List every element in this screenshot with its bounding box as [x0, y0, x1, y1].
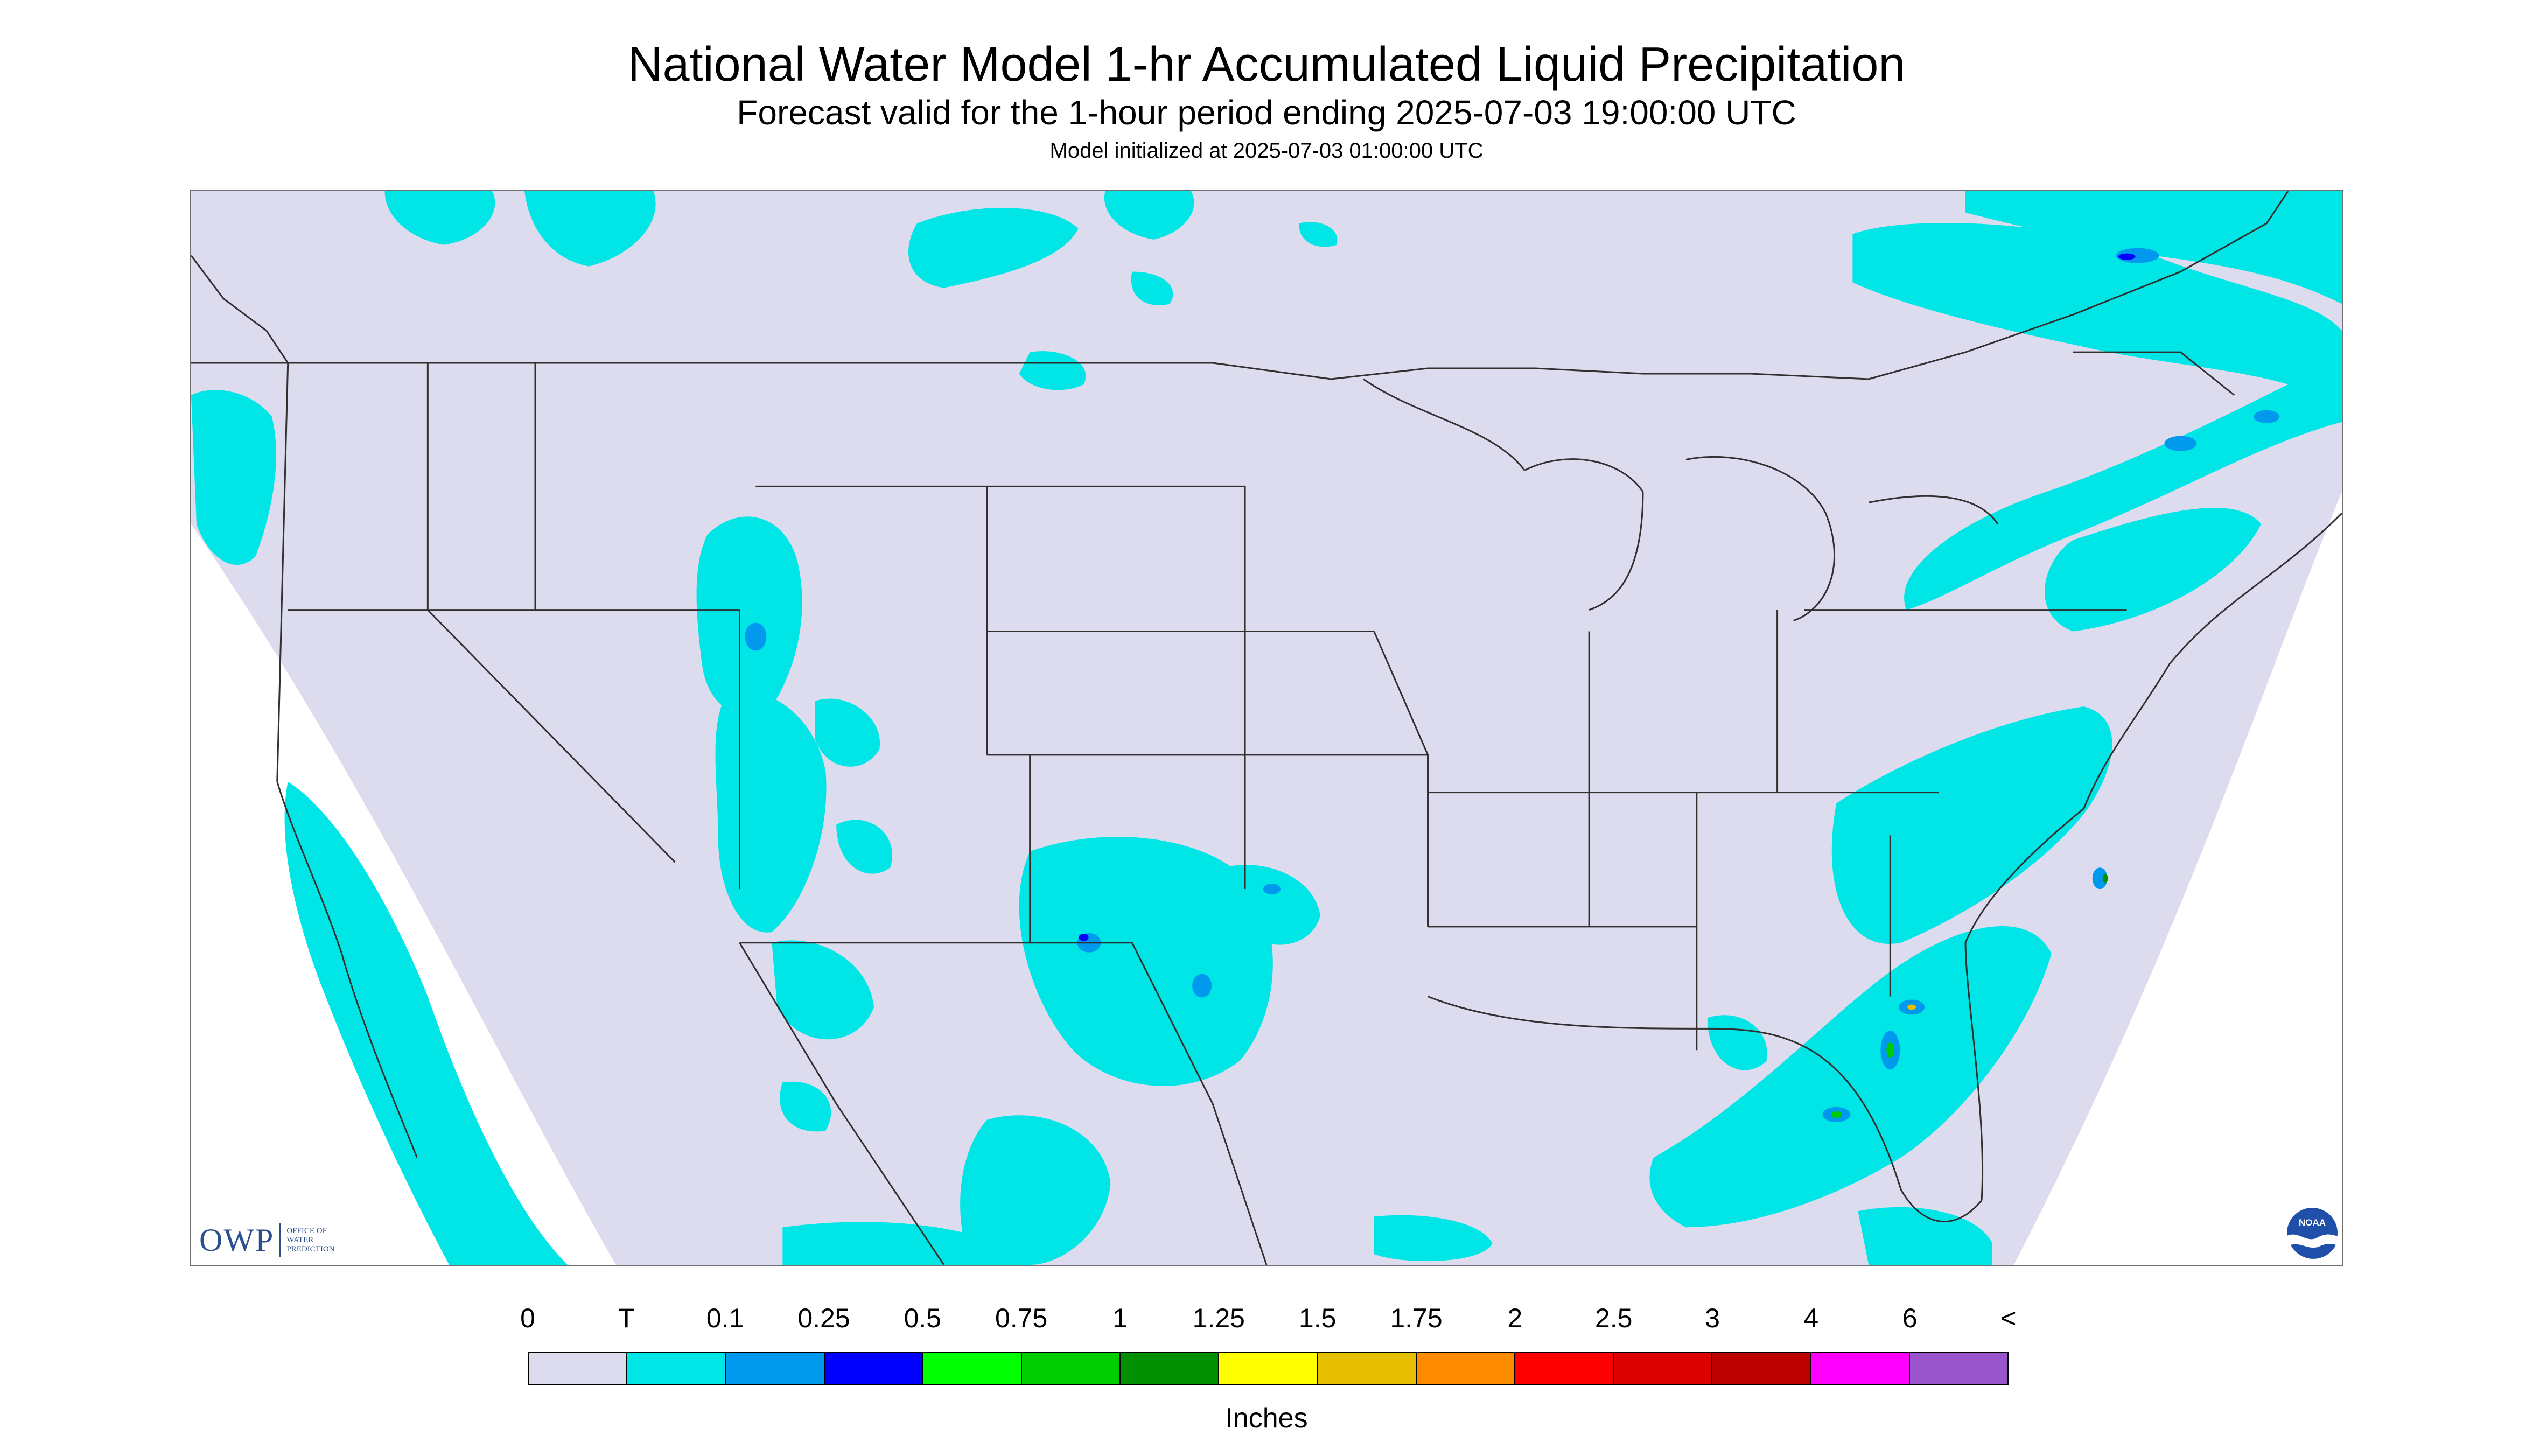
legend-swatch: [1909, 1353, 2008, 1384]
legend-label: 2: [1507, 1303, 1523, 1333]
legend-label: 1.5: [1298, 1303, 1337, 1333]
legend-label: 0.1: [706, 1303, 744, 1333]
legend-swatch: [529, 1353, 628, 1384]
precipitation-map: [190, 190, 2343, 1266]
owp-logo: OWP OFFICE OF WATER PREDICTION: [199, 1221, 351, 1259]
legend-swatch: [1219, 1353, 1318, 1384]
legend-label: 0.75: [995, 1303, 1048, 1333]
legend-label: 2.5: [1594, 1303, 1633, 1333]
map-subtitle: Forecast valid for the 1-hour period end…: [737, 93, 1796, 132]
legend-labels: 0 T 0.1 0.25 0.5 0.75 1 1.25 1.5 1.75 2 2.5 3 4 6 <: [0, 1302, 2533, 1334]
boundaries: [191, 191, 2342, 1265]
legend-label: 0: [520, 1303, 535, 1333]
legend-swatch: [1022, 1353, 1121, 1384]
legend-swatch: [1318, 1353, 1417, 1384]
legend-swatch: [1416, 1353, 1516, 1384]
legend-label: 1.75: [1390, 1303, 1443, 1333]
trace-precip-areas: [191, 191, 2342, 1265]
legend-label: 0.5: [904, 1303, 942, 1333]
owp-logo-line1: OFFICE OF: [286, 1226, 327, 1235]
legend-units: Inches: [1225, 1403, 1308, 1434]
legend-label: 1.25: [1192, 1303, 1245, 1333]
map-canvas: [191, 191, 2342, 1265]
legend-swatch: [1121, 1353, 1220, 1384]
owp-logo-line3: PREDICTION: [286, 1244, 335, 1254]
noaa-logo-text: NOAA: [2299, 1217, 2326, 1228]
legend-label: 0.25: [797, 1303, 850, 1333]
owp-logo-divider: [279, 1223, 282, 1257]
legend-swatch: [923, 1353, 1023, 1384]
owp-logo-line2: WATER: [286, 1235, 314, 1244]
legend-swatch: [824, 1353, 923, 1384]
owp-logo-abbr: OWP: [199, 1222, 275, 1258]
legend-swatch: [1712, 1353, 1811, 1384]
legend-label: 1: [1112, 1303, 1128, 1333]
noaa-logo-icon: NOAA: [2286, 1208, 2338, 1260]
legend-label: 3: [1705, 1303, 1720, 1333]
owp-logo-subtitle: OFFICE OF WATER PREDICTION: [286, 1227, 351, 1254]
legend-swatch: [1811, 1353, 1910, 1384]
legend-swatch: [1614, 1353, 1713, 1384]
legend-label: 4: [1803, 1303, 1819, 1333]
legend-label: T: [618, 1303, 635, 1333]
map-title: National Water Model 1-hr Accumulated Li…: [627, 38, 1906, 92]
legend-swatch: [1515, 1353, 1614, 1384]
legend-swatch: [627, 1353, 726, 1384]
legend-swatch: [726, 1353, 825, 1384]
color-legend: [528, 1352, 2009, 1385]
legend-label: <: [2000, 1303, 2017, 1333]
model-domain: [191, 191, 2342, 1265]
model-init-time: Model initialized at 2025-07-03 01:00:00…: [1049, 139, 1484, 163]
legend-label: 6: [1902, 1303, 1918, 1333]
